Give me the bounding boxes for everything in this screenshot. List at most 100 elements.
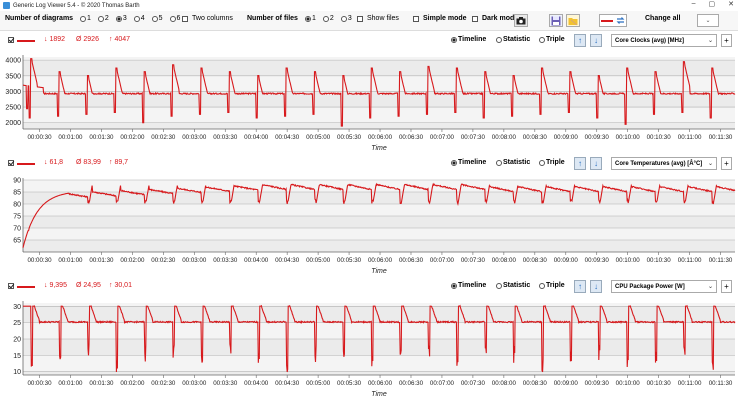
- view-statistic-radio[interactable]: [496, 282, 502, 289]
- two-columns-checkbox[interactable]: Two columns: [182, 15, 233, 22]
- view-timeline[interactable]: Timeline: [451, 159, 486, 166]
- line-style-button[interactable]: [599, 14, 627, 27]
- timeline-chart[interactable]: 10 15 20 25 30 00:00:30 00:01:00 00:01:30 00:02:…: [0, 294, 738, 398]
- sensor-select[interactable]: CPU Package Power [W] ⌄: [611, 280, 717, 293]
- save-button[interactable]: [549, 14, 563, 27]
- view-timeline[interactable]: Timeline: [451, 282, 486, 289]
- x-tick-label: 00:01:00: [58, 134, 83, 141]
- diagrams-radio-option[interactable]: 2: [97, 15, 109, 22]
- series-line: [23, 304, 736, 373]
- sensor-select[interactable]: Core Temperatures (avg) [Â°C] ⌄: [611, 157, 717, 170]
- add-series-button[interactable]: +: [721, 157, 732, 170]
- series-legend-line[interactable]: [17, 163, 35, 165]
- y-tick-label: 30: [13, 304, 21, 311]
- files-radio[interactable]: [305, 15, 311, 22]
- view-statistic-radio[interactable]: [496, 159, 502, 166]
- x-tick-label: 00:07:30: [461, 134, 486, 141]
- x-tick-label: 00:06:30: [399, 380, 424, 387]
- simple-mode-check[interactable]: [413, 15, 419, 22]
- show-files-check[interactable]: [357, 15, 363, 22]
- plot-area: 65 70 75 80 85 90 00:00:30 00:01:00 00:01:30 00:0…: [13, 178, 736, 275]
- sort-down-button[interactable]: ↓: [590, 157, 602, 170]
- plot-area: 10 15 20 25 30 00:00:30 00:01:00 00:01:30 00:02:…: [13, 301, 736, 398]
- view-triple[interactable]: Triple: [539, 282, 565, 289]
- add-series-button[interactable]: +: [721, 34, 732, 47]
- timeline-chart[interactable]: 2000 2500 3000 3500 4000 00:00:30 00:01:00 00:0…: [0, 48, 738, 152]
- sort-up-button[interactable]: ↑: [574, 34, 586, 47]
- diagrams-radio[interactable]: [151, 15, 158, 22]
- view-statistic[interactable]: Statistic: [496, 159, 530, 166]
- open-folder-button[interactable]: [566, 14, 580, 27]
- stat-max: ↑ 89,7: [109, 159, 129, 166]
- view-statistic[interactable]: Statistic: [496, 282, 530, 289]
- view-timeline-label: Timeline: [458, 36, 487, 43]
- two-columns-check[interactable]: [182, 15, 188, 22]
- view-timeline-radio[interactable]: [451, 282, 457, 289]
- diagrams-radio[interactable]: [80, 15, 86, 22]
- x-tick-label: 00:07:00: [430, 134, 455, 141]
- view-statistic-radio[interactable]: [496, 36, 502, 43]
- arrow-up-icon: ↑: [578, 159, 582, 168]
- files-radio-option[interactable]: 1: [305, 15, 316, 22]
- window-title: Generic Log Viewer 5.4 - © 2020 Thomas B…: [13, 2, 140, 9]
- series-visible-check[interactable]: [8, 283, 14, 289]
- x-tick-label: 00:08:30: [523, 380, 548, 387]
- files-radio[interactable]: [340, 15, 347, 22]
- view-triple-radio[interactable]: [539, 159, 545, 166]
- x-tick-label: 00:04:30: [275, 134, 300, 141]
- series-legend-line[interactable]: [17, 286, 35, 288]
- view-statistic[interactable]: Statistic: [496, 36, 530, 43]
- grid-band: [23, 57, 735, 61]
- sort-up-button[interactable]: ↑: [574, 280, 586, 293]
- diagrams-radio-option[interactable]: 5: [151, 15, 163, 22]
- simple-mode-checkbox[interactable]: Simple mode: [413, 15, 467, 22]
- view-triple[interactable]: Triple: [539, 159, 565, 166]
- view-timeline-radio[interactable]: [451, 159, 457, 166]
- sort-up-button[interactable]: ↑: [574, 157, 586, 170]
- files-radio-label: 1: [312, 15, 316, 22]
- series-legend-line[interactable]: [17, 40, 35, 42]
- change-all-dropdown[interactable]: ⌄: [697, 14, 719, 27]
- maximize-button[interactable]: ▢: [708, 1, 716, 8]
- view-triple[interactable]: Triple: [539, 36, 565, 43]
- view-triple-radio[interactable]: [539, 282, 545, 289]
- diagrams-radio-option[interactable]: 1: [80, 15, 91, 22]
- diagrams-radio[interactable]: [169, 15, 176, 22]
- files-radio-option[interactable]: 2: [322, 15, 334, 22]
- view-statistic-label: Statistic: [503, 282, 531, 289]
- y-tick-label: 65: [13, 238, 21, 245]
- files-radio-option[interactable]: 3: [340, 15, 352, 22]
- sensor-select[interactable]: Core Clocks (avg) [MHz] ⌄: [611, 34, 717, 47]
- series-visible-check[interactable]: [8, 37, 14, 43]
- diagrams-radio-label: 1: [87, 15, 91, 22]
- files-radio[interactable]: [322, 15, 329, 22]
- show-files-checkbox[interactable]: Show files: [357, 15, 399, 22]
- diagrams-radio[interactable]: [115, 15, 122, 22]
- diagrams-radio[interactable]: [133, 15, 140, 22]
- sort-down-button[interactable]: ↓: [590, 34, 602, 47]
- diagrams-radio-option[interactable]: 6: [169, 15, 181, 22]
- diagrams-radio-option[interactable]: 3: [115, 15, 127, 22]
- x-tick-label: 00:04:30: [275, 257, 300, 264]
- dark-mode-checkbox[interactable]: Dark mod: [472, 15, 514, 22]
- grid-band: [23, 228, 735, 240]
- add-series-button[interactable]: +: [721, 280, 732, 293]
- view-timeline-radio[interactable]: [451, 36, 457, 43]
- x-tick-label: 00:11:30: [709, 134, 733, 141]
- diagrams-radio[interactable]: [97, 15, 104, 22]
- grid-band: [23, 371, 735, 375]
- view-timeline[interactable]: Timeline: [451, 36, 486, 43]
- sort-down-button[interactable]: ↓: [590, 280, 602, 293]
- dark-mode-check[interactable]: [472, 15, 478, 22]
- diagrams-radio-label: 6: [176, 15, 181, 22]
- diagrams-radio-label: 4: [140, 15, 145, 22]
- x-tick-label: 00:10:00: [616, 257, 641, 264]
- arrow-up-icon: ↑: [578, 282, 582, 291]
- view-triple-radio[interactable]: [539, 36, 545, 43]
- close-button[interactable]: ✕: [728, 1, 734, 8]
- screenshot-button[interactable]: [514, 14, 528, 27]
- series-visible-check[interactable]: [8, 160, 14, 166]
- diagrams-radio-option[interactable]: 4: [133, 15, 145, 22]
- minimize-button[interactable]: –: [691, 0, 696, 7]
- timeline-chart[interactable]: 65 70 75 80 85 90 00:00:30 00:01:00 00:01:30 00:0…: [0, 171, 738, 275]
